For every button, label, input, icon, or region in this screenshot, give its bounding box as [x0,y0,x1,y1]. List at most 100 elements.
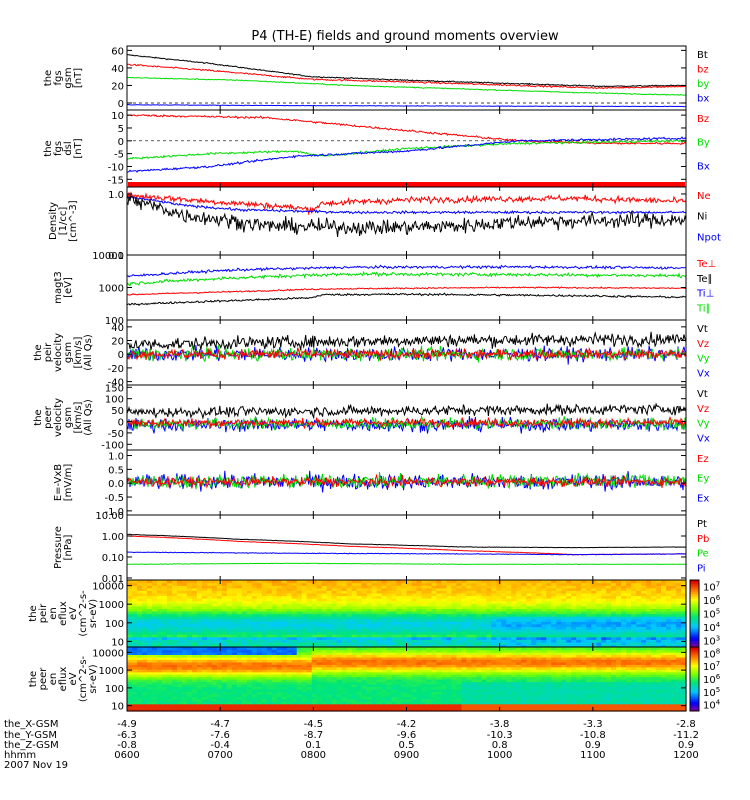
ylabel-line: (All Qs) [83,334,94,371]
figure-title: P4 (TH-E) fields and ground moments over… [251,29,559,44]
ytick-label: 100 [105,619,124,630]
panel-fgs-dsl-ylabel: the fgs dsl [nT] [43,138,84,158]
ytick-label: 60 [111,46,124,57]
ylabel-line: (cm^2-s- [78,655,89,702]
panel-pressure-legend-Pi: Pi [697,563,706,574]
ytick-label: 0.01 [102,574,124,585]
panel-peer-velocity-series-Vz [126,415,687,430]
footer-value: -7.6 [210,730,230,741]
ylabel-line: sr-eV) [88,664,99,693]
panel-density-legend-Npot: Npot [697,232,721,243]
ytick-label: 20 [111,81,124,92]
ytick-label: 10 [111,702,124,713]
spectrogram-peer-en-eflux-ylabel: the peer en eflux eV (cm^2-s-sr-eV) [28,655,99,702]
footer-value: 0.1 [305,740,321,751]
ylabel-line: the [33,409,44,425]
ylabel-line: [eV] [63,277,74,298]
panel-density-legend-Ne: Ne [697,191,711,202]
colorbar-label: 106 [703,673,721,686]
ylabel-line: (cm^2-s- [78,590,89,637]
ytick-label: -100 [101,440,124,451]
footer-value: 0.9 [678,740,694,751]
panel-efield-series-Ex [126,470,687,493]
ylabel-line: gsm [63,342,74,363]
footer-value: -3.8 [490,719,510,730]
panel-peir-velocity-series-Vz [126,346,687,362]
ytick-label: 50 [111,406,124,417]
ylabel-line: [nT] [73,138,84,158]
ylabel-line: the [28,605,39,621]
panel-fgs-dsl-legend-By: By [697,138,710,149]
ytick-label: -5 [114,150,124,161]
footer-value: 0.8 [492,740,508,751]
ylabel-line: dsl [63,141,74,155]
ylabel-line: peir [38,603,49,623]
ytick-label: 0.10 [102,553,124,564]
ytick-label: -50 [108,429,124,440]
footer-value: 1200 [673,750,698,761]
ytick-label: 0 [118,417,124,428]
ylabel-line: en [48,607,59,620]
footer-value: -8.7 [304,730,324,741]
panel-density-series-Ni [126,194,687,237]
footer-value: 0600 [114,750,139,761]
ylabel-line: E=-VxB [53,464,64,501]
footer-value: 0.9 [585,740,601,751]
panel-fgs-gsm-legend-bz: bz [697,65,709,76]
colorbar-label: 104 [703,621,721,634]
panel-density-series-Ne [126,191,687,216]
ylabel-line: (All Qs) [83,399,94,436]
footer-row-label: the_Z-GSM [4,740,59,751]
footer-value: -4.7 [210,719,230,730]
ylabel-line: eV [68,672,79,685]
ylabel-line: [nPa] [63,534,74,560]
ytick-label: 0 [118,99,124,110]
panel-efield-legend-Ey: Ey [697,474,709,485]
ytick-label: 10000 [92,582,124,593]
panel-magt3-series-Ti⊥ [126,264,686,278]
footer-value: -0.4 [210,740,230,751]
footer-value: -3.3 [583,719,603,730]
panel-magt3-ylabel: magt3 [eV] [53,271,74,304]
colorbar-label: 107 [703,581,720,594]
panel-fgs-gsm-ylabel: the fgs gsm [nT] [43,67,84,88]
ylabel-line: velocity [53,333,64,372]
panel-magt3-legend-Te⊥: Te⊥ [696,259,716,270]
ytick-label: 100 [105,395,124,406]
panel-magt3-series-Te∥ [126,292,687,307]
footer-value: -9.6 [397,730,417,741]
panel-fgs-gsm-series-Bt [126,54,687,88]
panel-magt3-legend-Ti∥: Ti∥ [696,303,711,314]
ylabel-line: the [33,344,44,360]
panel-fgs-gsm-legend-Bt: Bt [697,50,708,61]
panel-pressure-series-Pi [126,551,687,556]
panel-pressure-ylabel: Pressure [nPa] [53,526,74,569]
ytick-label: -20 [108,364,124,375]
footer-value: -0.8 [117,740,137,751]
ytick-label: 10000 [92,251,124,262]
panel-magt3-series-Ti∥ [126,270,687,287]
ytick-label: 1.0 [108,190,124,201]
ytick-label: -15 [108,175,124,186]
ytick-label: 100 [105,684,124,695]
ylabel-line: magt3 [53,271,64,304]
ytick-label: 1.0 [108,452,124,463]
colorbar-label: 106 [703,594,721,607]
ylabel-line: [km/s] [73,401,84,433]
panel-fgs-gsm-series-bz [126,63,687,90]
panel-fgs-dsl-series-By [126,139,687,161]
footer-value: 1100 [580,750,605,761]
ylabel-line: [1/cc] [58,207,69,236]
ylabel-line: Pressure [53,526,64,569]
ytick-label: 100 [105,316,124,327]
ylabel-line: peer [38,667,49,691]
panel-peir-velocity-legend-Vt: Vt [697,324,708,335]
footer-value: -4.5 [304,719,324,730]
spectrogram-peir-en-eflux-colorbar [689,579,700,648]
footer-value: -4.2 [397,719,417,730]
ytick-label: 0.1 [108,251,124,262]
panel-peer-velocity-series-Vt [126,402,687,420]
colorbar-label: 107 [703,660,720,673]
panel-efield-legend-Ez: Ez [697,454,709,465]
